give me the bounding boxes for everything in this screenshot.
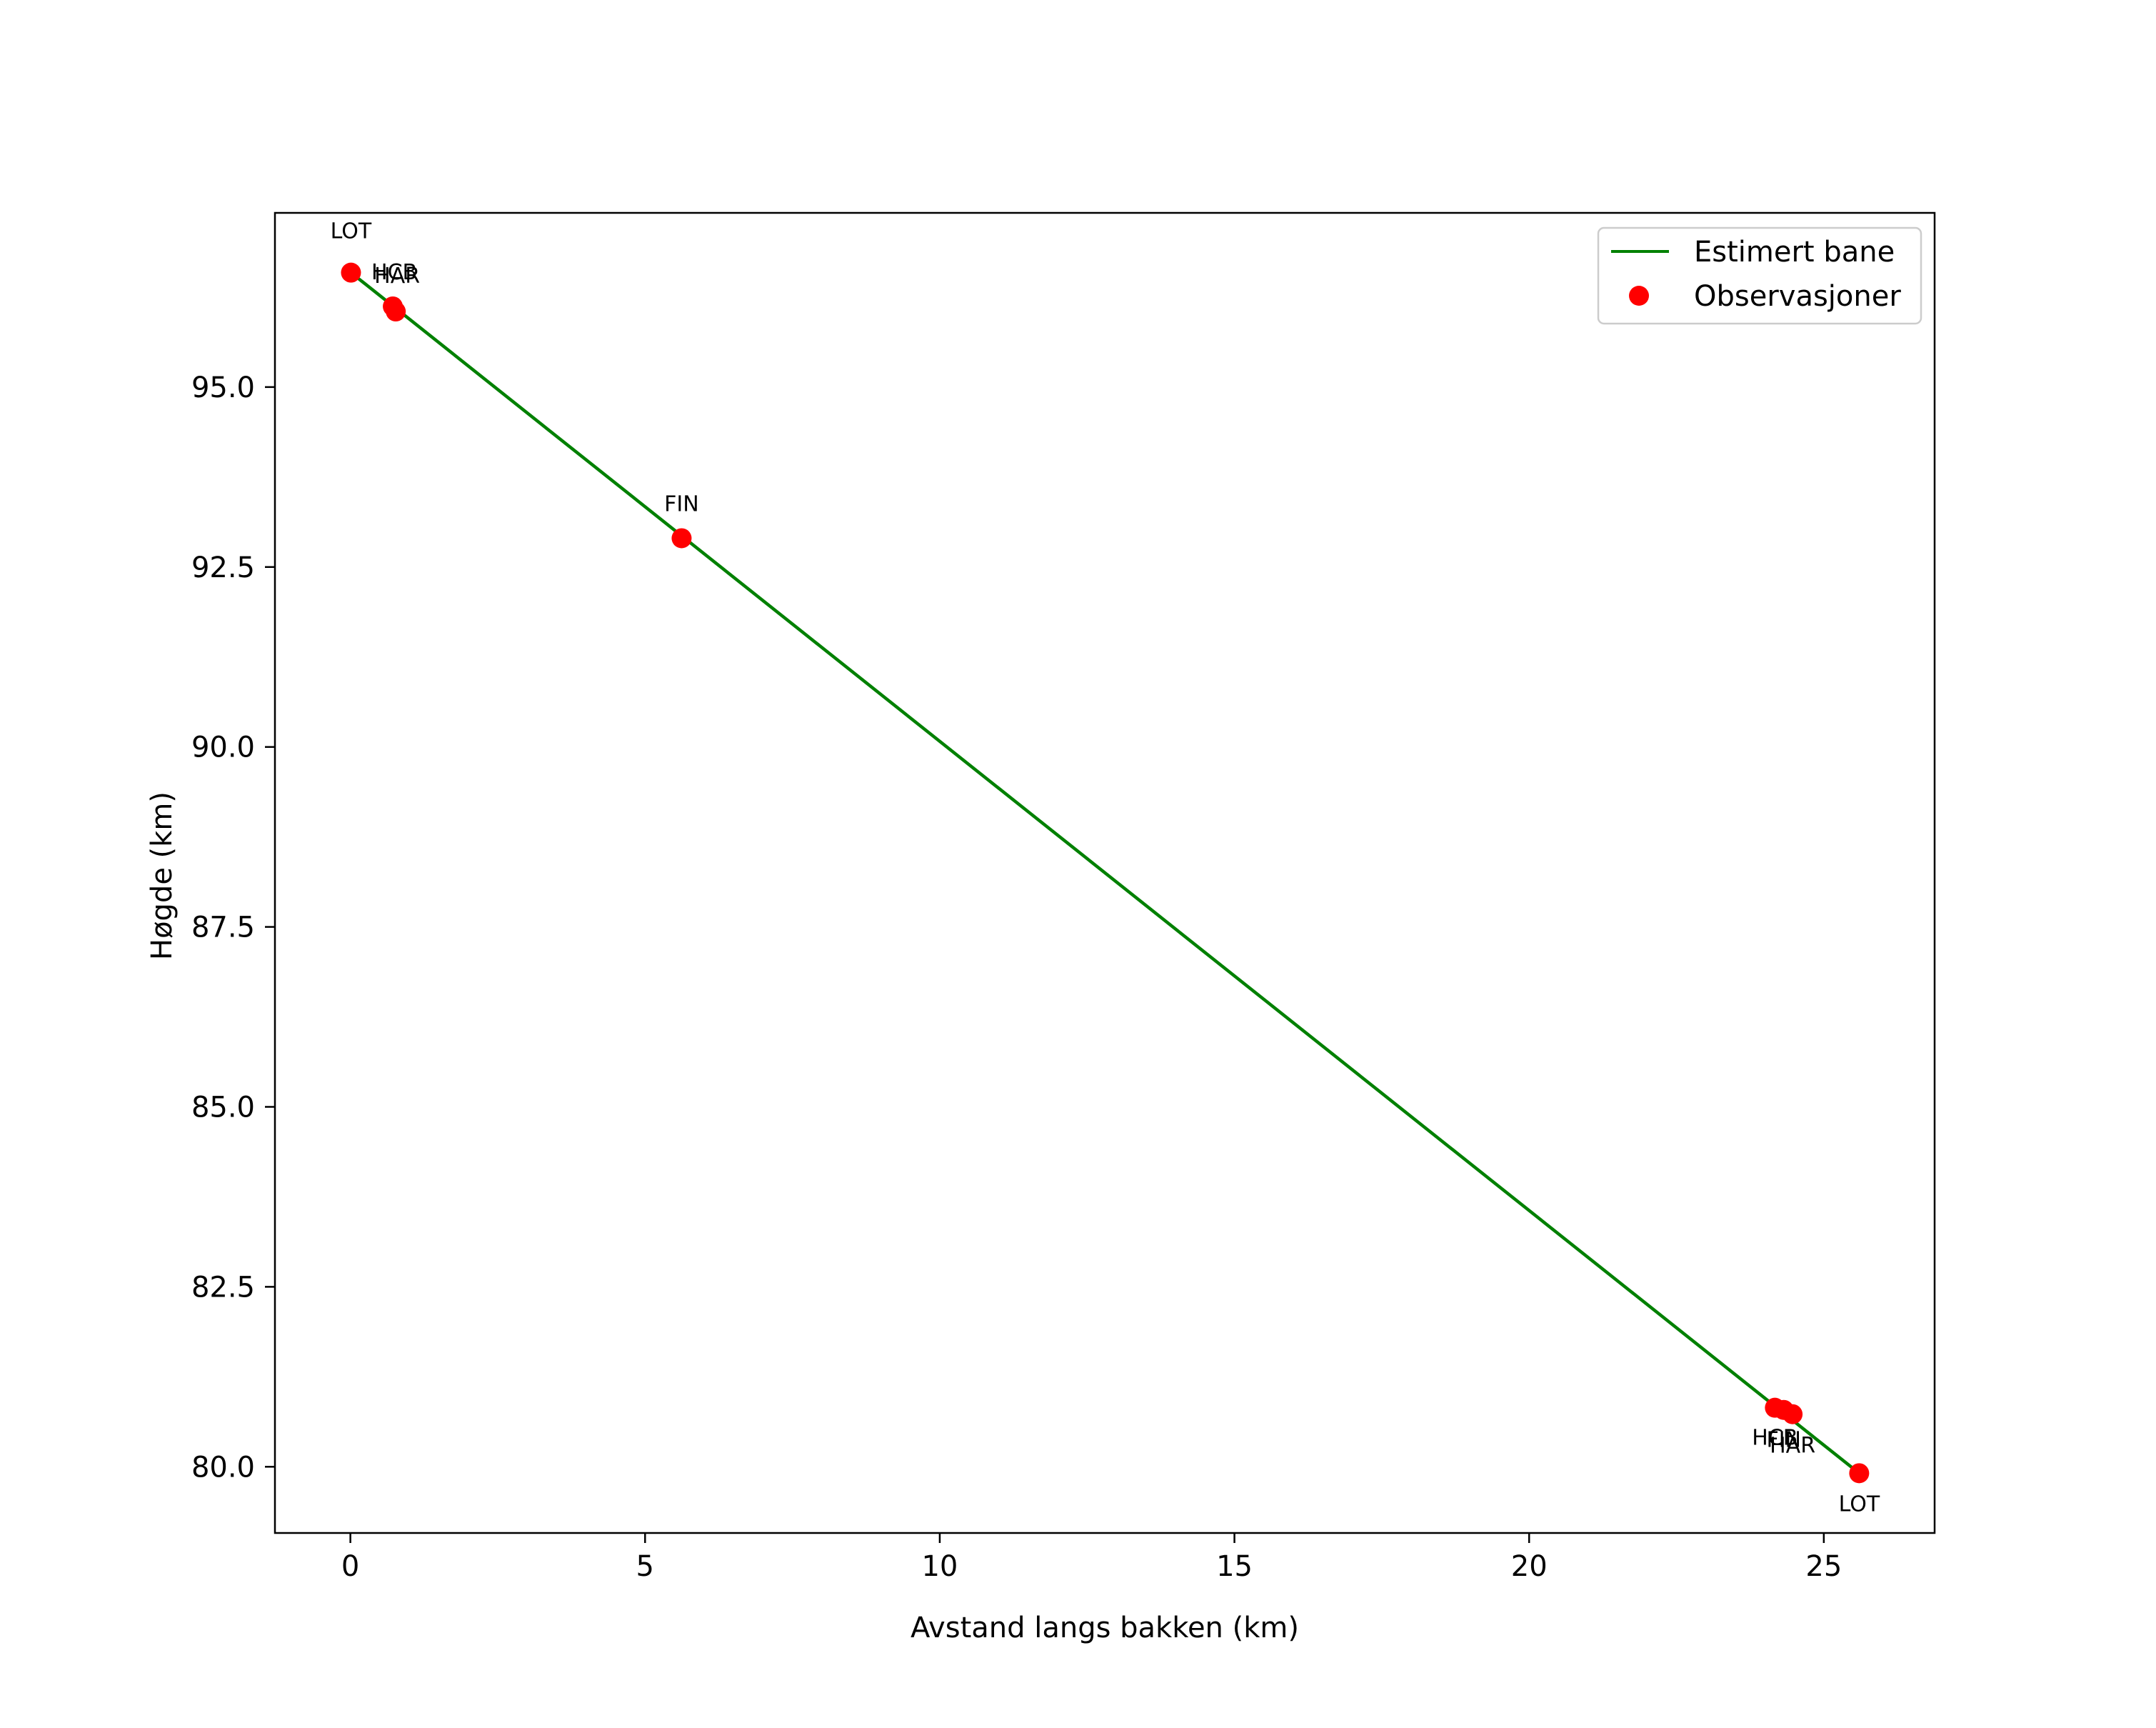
station-label: HCB bbox=[371, 260, 417, 285]
axis-ticks: 0 5 10 15 20 25 80.0 82.5 85.0 87.5 90.0 92.5 95.0 bbox=[191, 371, 1842, 1583]
station-label: HAR bbox=[1770, 1434, 1815, 1459]
observation-point bbox=[341, 262, 361, 283]
y-tick-label: 80.0 bbox=[191, 1451, 255, 1484]
y-tick-label: 92.5 bbox=[191, 551, 255, 584]
station-label: HCB bbox=[1752, 1426, 1797, 1451]
legend-dot-icon bbox=[1629, 286, 1649, 306]
observation-point bbox=[671, 528, 692, 549]
legend: Estimert bane Observasjoner bbox=[1597, 226, 1922, 325]
x-tick-label: 15 bbox=[1216, 1550, 1253, 1583]
estimated-path-line bbox=[350, 271, 1860, 1475]
x-tick-label: 5 bbox=[636, 1550, 654, 1583]
observation-point bbox=[1849, 1463, 1870, 1484]
x-axis-label: Avstand langs bakken (km) bbox=[911, 1612, 1299, 1644]
legend-box bbox=[1597, 226, 1922, 325]
x-tick-label: 25 bbox=[1805, 1550, 1842, 1583]
station-label: FIN bbox=[1766, 1428, 1801, 1453]
station-label: HAR bbox=[374, 264, 420, 289]
x-tick-label: 10 bbox=[921, 1550, 958, 1583]
y-axis-label: Høgde (km) bbox=[146, 791, 179, 960]
station-label: FIN bbox=[664, 491, 699, 516]
y-tick-label: 95.0 bbox=[191, 371, 255, 404]
x-tick-label: 20 bbox=[1511, 1550, 1548, 1583]
y-tick-label: 85.0 bbox=[191, 1091, 255, 1124]
station-label: LOT bbox=[1839, 1492, 1880, 1517]
station-label: LOT bbox=[331, 219, 372, 244]
observation-point bbox=[386, 301, 406, 322]
y-tick-label: 90.0 bbox=[191, 731, 255, 764]
y-tick-label: 82.5 bbox=[191, 1271, 255, 1304]
legend-label-observations: Observasjoner bbox=[1694, 280, 1901, 313]
y-tick-label: 87.5 bbox=[191, 912, 255, 944]
observation-point bbox=[1783, 1404, 1803, 1424]
legend-label-estimated-path: Estimert bane bbox=[1694, 236, 1895, 269]
x-tick-label: 0 bbox=[341, 1550, 359, 1583]
axes-frame bbox=[274, 211, 1936, 1534]
